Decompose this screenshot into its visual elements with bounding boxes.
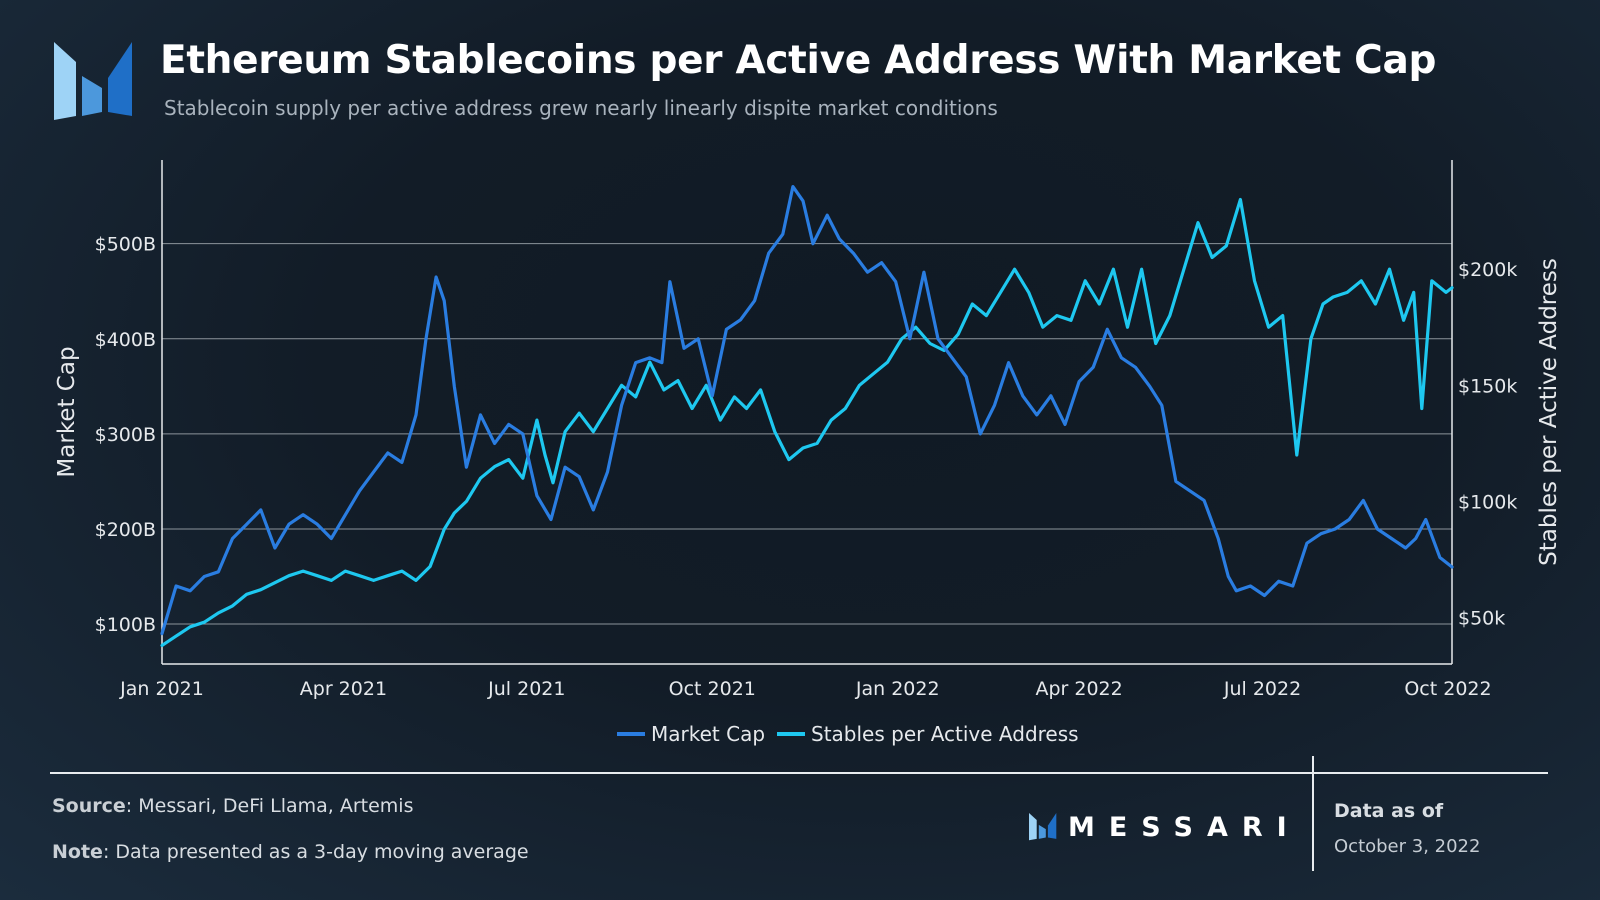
legend-label-market-cap: Market Cap <box>651 722 765 746</box>
y-left-tick-label: $100B <box>95 614 156 636</box>
messari-logo-icon <box>54 42 132 120</box>
messari-brand-icon <box>1029 813 1057 841</box>
y-left-tick-label: $300B <box>95 424 156 446</box>
chart-area: $100B $200B $300B $400B $500B $50k $100k $150k $… <box>54 160 1562 746</box>
x-tick-label: Jul 2021 <box>487 678 565 700</box>
footer-vertical-divider <box>1312 756 1314 871</box>
series-line-market-cap <box>160 185 1454 636</box>
footer-divider <box>50 772 1548 774</box>
source-line: Source: Messari, DeFi Llama, Artemis <box>52 795 414 817</box>
y-right-tick-label: $100k <box>1458 491 1517 513</box>
x-tick-label: Oct 2022 <box>1404 678 1491 700</box>
chart-title: Ethereum Stablecoins per Active Address … <box>160 38 1437 83</box>
data-as-of-label: Data as of <box>1334 800 1444 822</box>
legend-label-stables: Stables per Active Address <box>811 722 1079 746</box>
x-tick-label: Jan 2021 <box>119 678 204 700</box>
x-tick-label: Apr 2022 <box>1035 678 1122 700</box>
source-label: Source <box>52 795 126 817</box>
y-left-tick-label: $200B <box>95 519 156 541</box>
x-tick-label: Jan 2022 <box>855 678 940 700</box>
source-text: : Messari, DeFi Llama, Artemis <box>125 795 414 817</box>
x-tick-label: Jul 2022 <box>1223 678 1301 700</box>
y-right-tick-label: $200k <box>1458 259 1517 281</box>
messari-brand: MESSARI <box>1028 811 1301 843</box>
note-label: Note <box>52 841 103 863</box>
y-right-tick-label: $150k <box>1458 375 1517 397</box>
series-line-stables <box>160 197 1454 648</box>
y-left-axis-label: Market Cap <box>54 346 80 477</box>
y-left-tick-label: $500B <box>95 234 156 256</box>
gridlines <box>162 243 1452 625</box>
y-left-tick-label: $400B <box>95 329 156 351</box>
legend: Market Cap Stables per Active Address <box>617 722 1079 746</box>
note-line: Note: Data presented as a 3-day moving a… <box>52 841 529 863</box>
y-right-tick-label: $50k <box>1458 608 1505 630</box>
brand-wordmark: MESSARI <box>1068 811 1301 843</box>
note-text: : Data presented as a 3-day moving avera… <box>102 841 529 863</box>
data-as-of-date: October 3, 2022 <box>1334 836 1481 857</box>
axes <box>161 160 1453 665</box>
chart-subtitle: Stablecoin supply per active address gre… <box>164 96 998 120</box>
x-tick-label: Apr 2021 <box>300 678 387 700</box>
x-tick-label: Oct 2021 <box>669 678 756 700</box>
y-right-axis-label: Stables per Active Address <box>1536 258 1562 566</box>
